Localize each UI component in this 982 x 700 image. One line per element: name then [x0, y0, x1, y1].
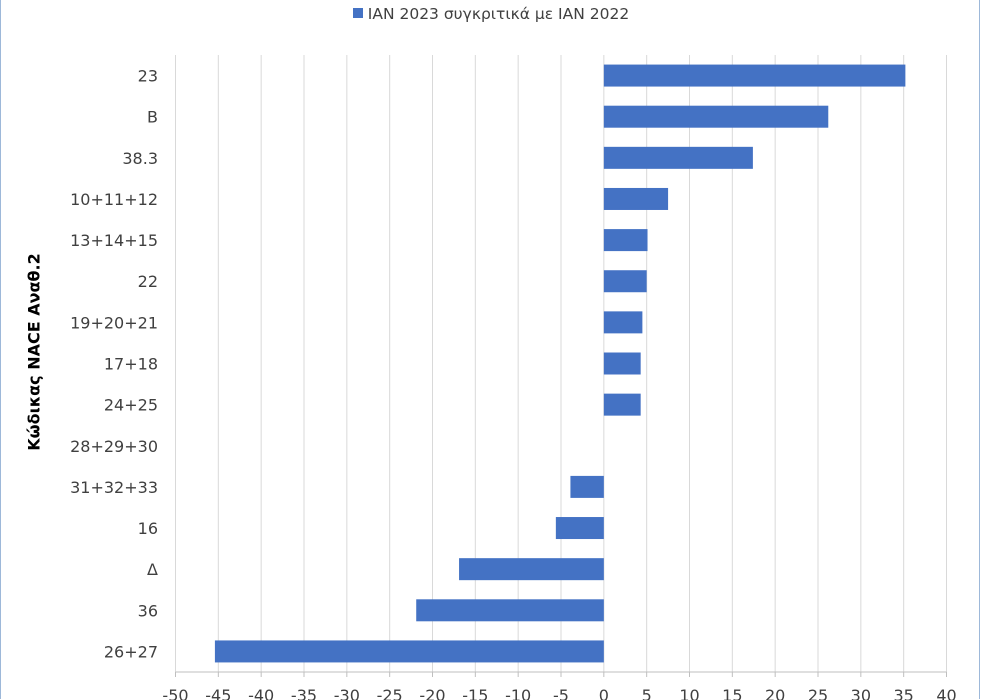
bar — [603, 229, 648, 252]
x-tick-label: 35 — [893, 686, 913, 700]
bar — [603, 311, 643, 334]
x-tick-label: 10 — [679, 686, 699, 700]
category-label: 36 — [138, 601, 158, 620]
category-label: 19+20+21 — [70, 313, 158, 332]
x-tick-label: 5 — [642, 686, 652, 700]
x-tick-label: -5 — [553, 686, 569, 700]
x-tick-label: -35 — [291, 686, 317, 700]
category-label: B — [147, 108, 158, 127]
bar — [214, 640, 604, 663]
bar — [603, 146, 753, 169]
x-tick-label: -45 — [205, 686, 231, 700]
category-label: 28+29+30 — [70, 437, 158, 456]
bar — [416, 599, 604, 622]
x-tick-label: 15 — [722, 686, 742, 700]
legend-label: ΙΑΝ 2023 συγκριτικά με ΙΑΝ 2022 — [367, 5, 630, 23]
bar — [570, 475, 604, 498]
category-label: 31+32+33 — [70, 478, 158, 497]
bar — [459, 558, 604, 581]
x-tick-label: -50 — [162, 686, 188, 700]
bar — [603, 393, 641, 416]
x-tick-label: -15 — [462, 686, 488, 700]
bar — [603, 352, 641, 375]
legend-swatch — [352, 8, 363, 18]
category-label: 38.3 — [122, 149, 158, 168]
x-tick-label: 40 — [936, 686, 956, 700]
category-label: 26+27 — [104, 642, 158, 661]
bar — [555, 517, 604, 540]
category-label: 23 — [138, 67, 158, 86]
legend: ΙΑΝ 2023 συγκριτικά με ΙΑΝ 2022 — [0, 5, 982, 23]
category-label: 10+11+12 — [70, 190, 158, 209]
x-tick-label: -10 — [505, 686, 531, 700]
category-label: 22 — [138, 272, 158, 291]
x-tick-label: 30 — [851, 686, 871, 700]
x-tick-label: -30 — [334, 686, 360, 700]
x-tick-label: 0 — [599, 686, 609, 700]
x-tick-label: -25 — [377, 686, 403, 700]
bar — [603, 270, 647, 293]
category-label: 13+14+15 — [70, 231, 158, 250]
category-label: Δ — [147, 560, 158, 579]
x-tick-label: 25 — [808, 686, 828, 700]
x-tick-label: 20 — [765, 686, 785, 700]
category-label: 16 — [138, 519, 158, 538]
category-label: 24+25 — [104, 396, 158, 415]
x-tick-label: -20 — [419, 686, 445, 700]
bar — [603, 105, 829, 128]
x-tick-label: -40 — [248, 686, 274, 700]
bar — [603, 187, 669, 210]
category-label: 17+18 — [104, 355, 158, 374]
bar — [603, 64, 906, 87]
